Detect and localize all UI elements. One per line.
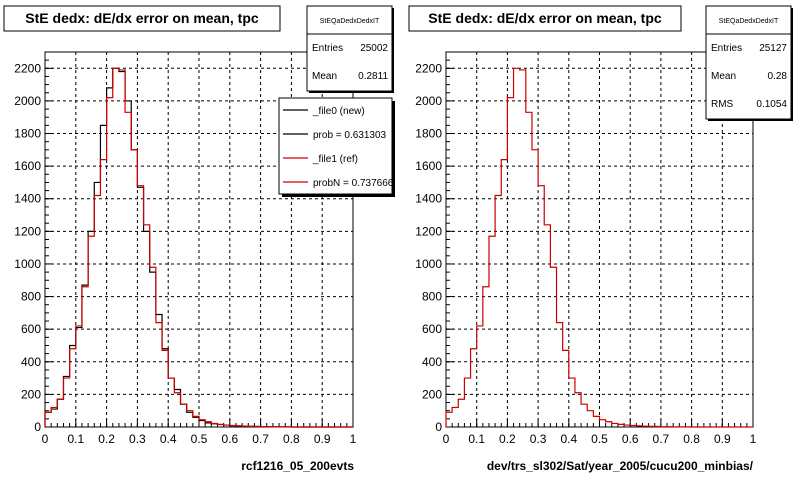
legend-entries: _file0 (new) prob = 0.631303 _file1 (ref) p… bbox=[283, 106, 394, 189]
x-tick-label: 0.6 bbox=[221, 432, 238, 446]
x-tick-label: 0.3 bbox=[129, 432, 146, 446]
x-tick-label: 0.4 bbox=[160, 432, 177, 446]
stats-value: 25002 bbox=[360, 43, 388, 54]
title-box bbox=[408, 5, 682, 32]
stats-histogram-name: StEQaDedxDedxIT bbox=[719, 18, 779, 25]
y-tick-label: 1200 bbox=[415, 224, 442, 238]
stats-value: 0.28 bbox=[768, 71, 788, 82]
stats-label: Mean bbox=[312, 71, 337, 82]
y-tick-label: 1200 bbox=[14, 224, 41, 238]
y-tick-label: 2000 bbox=[14, 94, 41, 108]
x-tick-label: 0.4 bbox=[560, 432, 577, 446]
y-tick-label: 400 bbox=[21, 355, 41, 369]
stats-label: RMS bbox=[711, 99, 734, 110]
chart-panel-2: 0 0.1 0.2 0.3 0.4 0.5 0.6 0.7 0.8 0.9 1 0 200 400 600 8… bbox=[408, 5, 793, 473]
x-tick-label: 0.9 bbox=[714, 432, 731, 446]
title-box bbox=[3, 5, 281, 32]
legend-label: prob = 0.631303 bbox=[313, 130, 387, 141]
x-tick-label: 0.1 bbox=[67, 432, 84, 446]
stats-label: Entries bbox=[312, 43, 343, 54]
x-tick-label: 0.2 bbox=[499, 432, 516, 446]
chart-title: StE dedx: dE/dx error on mean, tpc bbox=[428, 10, 662, 26]
x-tick-label: 1 bbox=[350, 432, 357, 446]
x-tick-label: 0.8 bbox=[283, 432, 300, 446]
histogram-series-2 bbox=[44, 67, 353, 428]
x-tick-label: 0.7 bbox=[252, 432, 269, 446]
x-axis-label: rcf1216_05_200evts bbox=[241, 459, 354, 473]
stats-box bbox=[705, 5, 792, 120]
stats-value: 0.1054 bbox=[756, 99, 787, 110]
legend-box bbox=[278, 97, 393, 195]
stats-histogram-name: StEQaDedxDedxIT bbox=[320, 18, 380, 25]
y-tick-label: 1000 bbox=[14, 257, 41, 271]
x-tick-label: 1 bbox=[750, 432, 757, 446]
stats-label: Mean bbox=[711, 71, 736, 82]
x-tick-label: 0 bbox=[443, 432, 450, 446]
y-tick-label: 600 bbox=[21, 322, 41, 336]
stats-value: 25127 bbox=[759, 43, 787, 54]
y-tick-label: 1600 bbox=[14, 159, 41, 173]
histogram-series-1 bbox=[445, 67, 753, 428]
chart-panel-1: 0 0.1 0.2 0.3 0.4 0.5 0.6 0.7 0.8 0.9 1 0 200 400 600 8… bbox=[3, 5, 395, 473]
x-tick-label: 0.8 bbox=[683, 432, 700, 446]
y-tick-label: 1800 bbox=[14, 127, 41, 141]
legend-label: probN = 0.737666 bbox=[313, 178, 394, 189]
stats-value: 0.2811 bbox=[358, 71, 388, 82]
y-tick-label: 400 bbox=[422, 355, 442, 369]
x-tick-label: 0.5 bbox=[591, 432, 608, 446]
stats-label: Entries bbox=[711, 43, 742, 54]
x-tick-label: 0.2 bbox=[98, 432, 115, 446]
y-tick-label: 1000 bbox=[415, 257, 442, 271]
x-tick-label: 0.9 bbox=[314, 432, 331, 446]
legend: _file0 (new) prob = 0.631303 _file1 (ref) p… bbox=[278, 97, 395, 197]
y-tick-label: 2200 bbox=[14, 61, 41, 75]
y-tick-label: 1800 bbox=[415, 127, 442, 141]
y-tick-label: 2200 bbox=[415, 61, 442, 75]
y-tick-label: 800 bbox=[422, 290, 442, 304]
y-tick-label: 800 bbox=[21, 290, 41, 304]
y-tick-label: 1400 bbox=[14, 192, 41, 206]
x-tick-label: 0 bbox=[42, 432, 49, 446]
y-tick-label: 0 bbox=[435, 420, 442, 434]
legend-label: _file0 (new) bbox=[312, 106, 365, 117]
x-tick-label: 0.7 bbox=[653, 432, 670, 446]
y-tick-label: 600 bbox=[422, 322, 442, 336]
x-tick-label: 0.1 bbox=[468, 432, 485, 446]
y-tick-label: 2000 bbox=[415, 94, 442, 108]
y-tick-label: 1400 bbox=[415, 192, 442, 206]
y-tick-label: 200 bbox=[21, 387, 41, 401]
x-axis-label: dev/trs_sl302/Sat/year_2005/cucu200_minb… bbox=[487, 459, 754, 473]
legend-label: _file1 (ref) bbox=[312, 154, 358, 165]
y-tick-label: 0 bbox=[34, 420, 41, 434]
x-tick-label: 0.6 bbox=[622, 432, 639, 446]
y-tick-label: 200 bbox=[422, 387, 442, 401]
chart-title: StE dedx: dE/dx error on mean, tpc bbox=[25, 10, 259, 26]
x-tick-label: 0.3 bbox=[530, 432, 547, 446]
y-tick-label: 1600 bbox=[415, 159, 442, 173]
x-tick-label: 0.5 bbox=[191, 432, 208, 446]
stats-box bbox=[306, 5, 393, 92]
